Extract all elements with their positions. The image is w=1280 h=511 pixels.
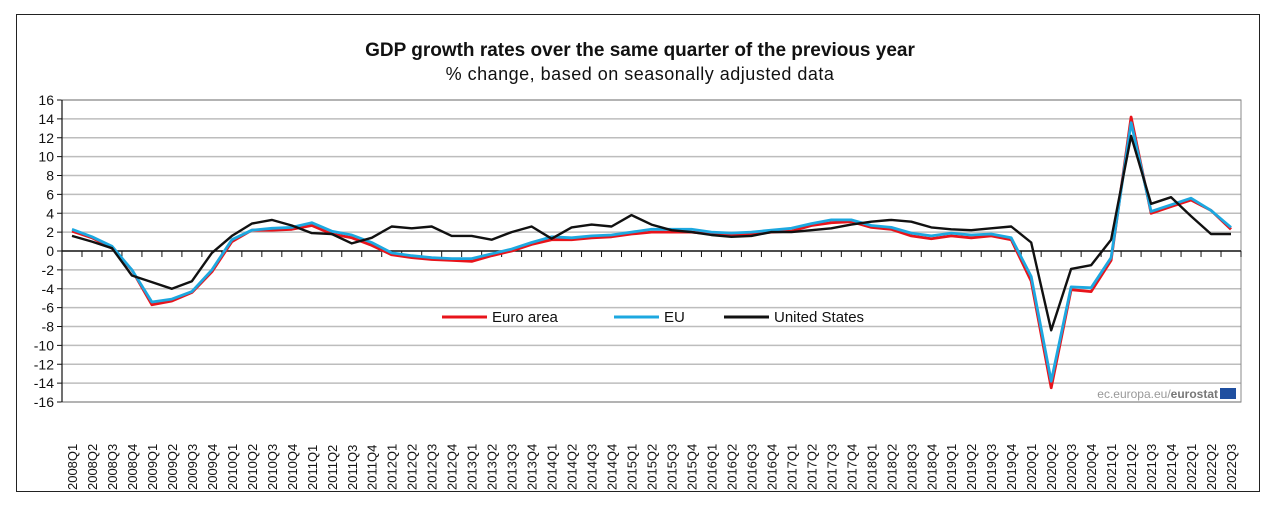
x-tick-label: 2011Q4 bbox=[365, 445, 380, 490]
x-tick-label: 2013Q3 bbox=[505, 444, 520, 490]
legend: Euro area EU United States bbox=[442, 309, 864, 326]
y-tick-label: 6 bbox=[46, 186, 54, 202]
chart-subtitle: % change, based on seasonally adjusted d… bbox=[445, 64, 835, 84]
x-tick-label: 2011Q2 bbox=[325, 445, 340, 490]
x-tick-label: 2019Q3 bbox=[984, 444, 999, 490]
axes bbox=[57, 99, 1242, 403]
y-tick-label: 4 bbox=[46, 205, 54, 221]
x-axis-ticks: 2008Q1 2008Q2 2008Q3 2008Q4 2009Q1 2009Q2 2009… bbox=[65, 444, 1239, 490]
y-tick-label: -6 bbox=[42, 300, 55, 316]
x-tick-label: 2014Q4 bbox=[605, 444, 620, 490]
y-tick-label: 14 bbox=[38, 111, 54, 127]
eu-flag-icon bbox=[1220, 388, 1236, 399]
x-tick-label: 2017Q4 bbox=[844, 444, 859, 490]
legend-label: United States bbox=[774, 309, 864, 326]
y-tick-label: -12 bbox=[34, 356, 54, 372]
x-tick-label: 2013Q2 bbox=[485, 444, 500, 490]
x-tick-label: 2016Q4 bbox=[764, 444, 779, 490]
source-credit: ec.europa.eu/eurostat bbox=[1097, 387, 1218, 401]
x-tick-label: 2021Q4 bbox=[1164, 444, 1179, 490]
x-tick-label: 2012Q1 bbox=[385, 444, 400, 490]
x-tick-label: 2022Q1 bbox=[1184, 444, 1199, 490]
x-tick-label: 2018Q4 bbox=[924, 444, 939, 490]
x-tick-label: 2019Q2 bbox=[964, 444, 979, 490]
legend-label: EU bbox=[664, 309, 685, 326]
chart-title: GDP growth rates over the same quarter o… bbox=[365, 40, 915, 61]
x-tick-label: 2016Q2 bbox=[724, 444, 739, 490]
x-tick-label: 2020Q3 bbox=[1064, 444, 1079, 490]
x-tick-label: 2015Q4 bbox=[684, 444, 699, 490]
y-tick-label: -16 bbox=[34, 394, 54, 410]
x-tick-label: 2013Q4 bbox=[525, 444, 540, 490]
x-tick-label: 2020Q4 bbox=[1084, 444, 1099, 490]
x-tick-label: 2019Q4 bbox=[1004, 444, 1019, 490]
x-tick-label: 2017Q2 bbox=[804, 444, 819, 490]
x-tick-label: 2015Q1 bbox=[625, 444, 640, 490]
x-tick-label: 2017Q3 bbox=[824, 444, 839, 490]
x-tick-label: 2011Q3 bbox=[345, 445, 360, 490]
x-tick-label: 2009Q1 bbox=[145, 444, 160, 490]
x-tick-label: 2021Q2 bbox=[1124, 444, 1139, 490]
x-tick-label: 2009Q3 bbox=[185, 444, 200, 490]
x-tick-label: 2008Q4 bbox=[125, 444, 140, 490]
series-line-united-states bbox=[71, 134, 1231, 332]
x-tick-label: 2022Q3 bbox=[1224, 444, 1239, 490]
y-tick-label: -2 bbox=[42, 262, 55, 278]
x-tick-label: 2008Q2 bbox=[85, 444, 100, 490]
y-tick-label: -8 bbox=[42, 319, 55, 335]
x-tick-label: 2014Q3 bbox=[585, 444, 600, 490]
x-tick-label: 2009Q4 bbox=[205, 444, 220, 490]
x-tick-label: 2008Q3 bbox=[105, 444, 120, 490]
series-lines bbox=[71, 115, 1232, 390]
y-tick-label: 16 bbox=[38, 92, 54, 108]
x-tick-label: 2010Q2 bbox=[245, 444, 260, 490]
x-tick-label: 2010Q1 bbox=[225, 444, 240, 490]
x-tick-label: 2021Q3 bbox=[1144, 444, 1159, 490]
credit-eurostat: eurostat bbox=[1171, 387, 1218, 401]
x-tick-label: 2016Q1 bbox=[704, 444, 719, 490]
x-tick-label: 2010Q4 bbox=[285, 444, 300, 490]
x-tick-label: 2012Q2 bbox=[405, 444, 420, 490]
legend-label: Euro area bbox=[492, 309, 559, 326]
x-tick-label: 2012Q4 bbox=[445, 444, 460, 490]
y-tick-label: 2 bbox=[46, 224, 54, 240]
x-tick-label: 2018Q3 bbox=[904, 444, 919, 490]
chart-frame bbox=[16, 14, 1260, 492]
y-tick-label: 10 bbox=[38, 149, 54, 165]
y-tick-label: -4 bbox=[42, 281, 55, 297]
x-tick-label: 2014Q2 bbox=[565, 444, 580, 490]
y-tick-label: 12 bbox=[38, 130, 54, 146]
x-tick-label: 2011Q1 bbox=[305, 445, 320, 490]
x-tick-label: 2013Q1 bbox=[465, 444, 480, 490]
y-tick-label: 0 bbox=[46, 243, 54, 259]
x-tick-label: 2009Q2 bbox=[165, 444, 180, 490]
x-tick-label: 2008Q1 bbox=[65, 444, 80, 490]
x-tick-label: 2012Q3 bbox=[425, 444, 440, 490]
y-tick-label: -14 bbox=[34, 375, 54, 391]
credit: ec.europa.eu/eurostat bbox=[1097, 387, 1236, 401]
x-tick-label: 2010Q3 bbox=[265, 444, 280, 490]
x-tick-label: 2020Q2 bbox=[1044, 444, 1059, 490]
x-tick-label: 2019Q1 bbox=[944, 444, 959, 490]
x-tick-label: 2018Q2 bbox=[884, 444, 899, 490]
y-tick-label: 8 bbox=[46, 168, 54, 184]
series-line-eu bbox=[71, 121, 1232, 383]
x-tick-label: 2022Q2 bbox=[1204, 444, 1219, 490]
x-tick-label: 2021Q1 bbox=[1104, 444, 1119, 490]
x-tick-label: 2015Q2 bbox=[645, 444, 660, 490]
credit-domain: ec.europa.eu/ bbox=[1097, 387, 1171, 401]
x-tick-label: 2018Q1 bbox=[864, 444, 879, 490]
y-axis-ticks: 16 14 12 10 8 6 4 2 0 -2 -4 -6 -8 -10 -12 -14 -16 bbox=[34, 92, 54, 410]
x-tick-label: 2014Q1 bbox=[545, 444, 560, 490]
x-tick-label: 2017Q1 bbox=[784, 444, 799, 490]
x-tick-label: 2020Q1 bbox=[1024, 444, 1039, 490]
y-tick-label: -10 bbox=[34, 337, 54, 353]
x-tick-label: 2016Q3 bbox=[744, 444, 759, 490]
x-tick-label: 2015Q3 bbox=[664, 444, 679, 490]
